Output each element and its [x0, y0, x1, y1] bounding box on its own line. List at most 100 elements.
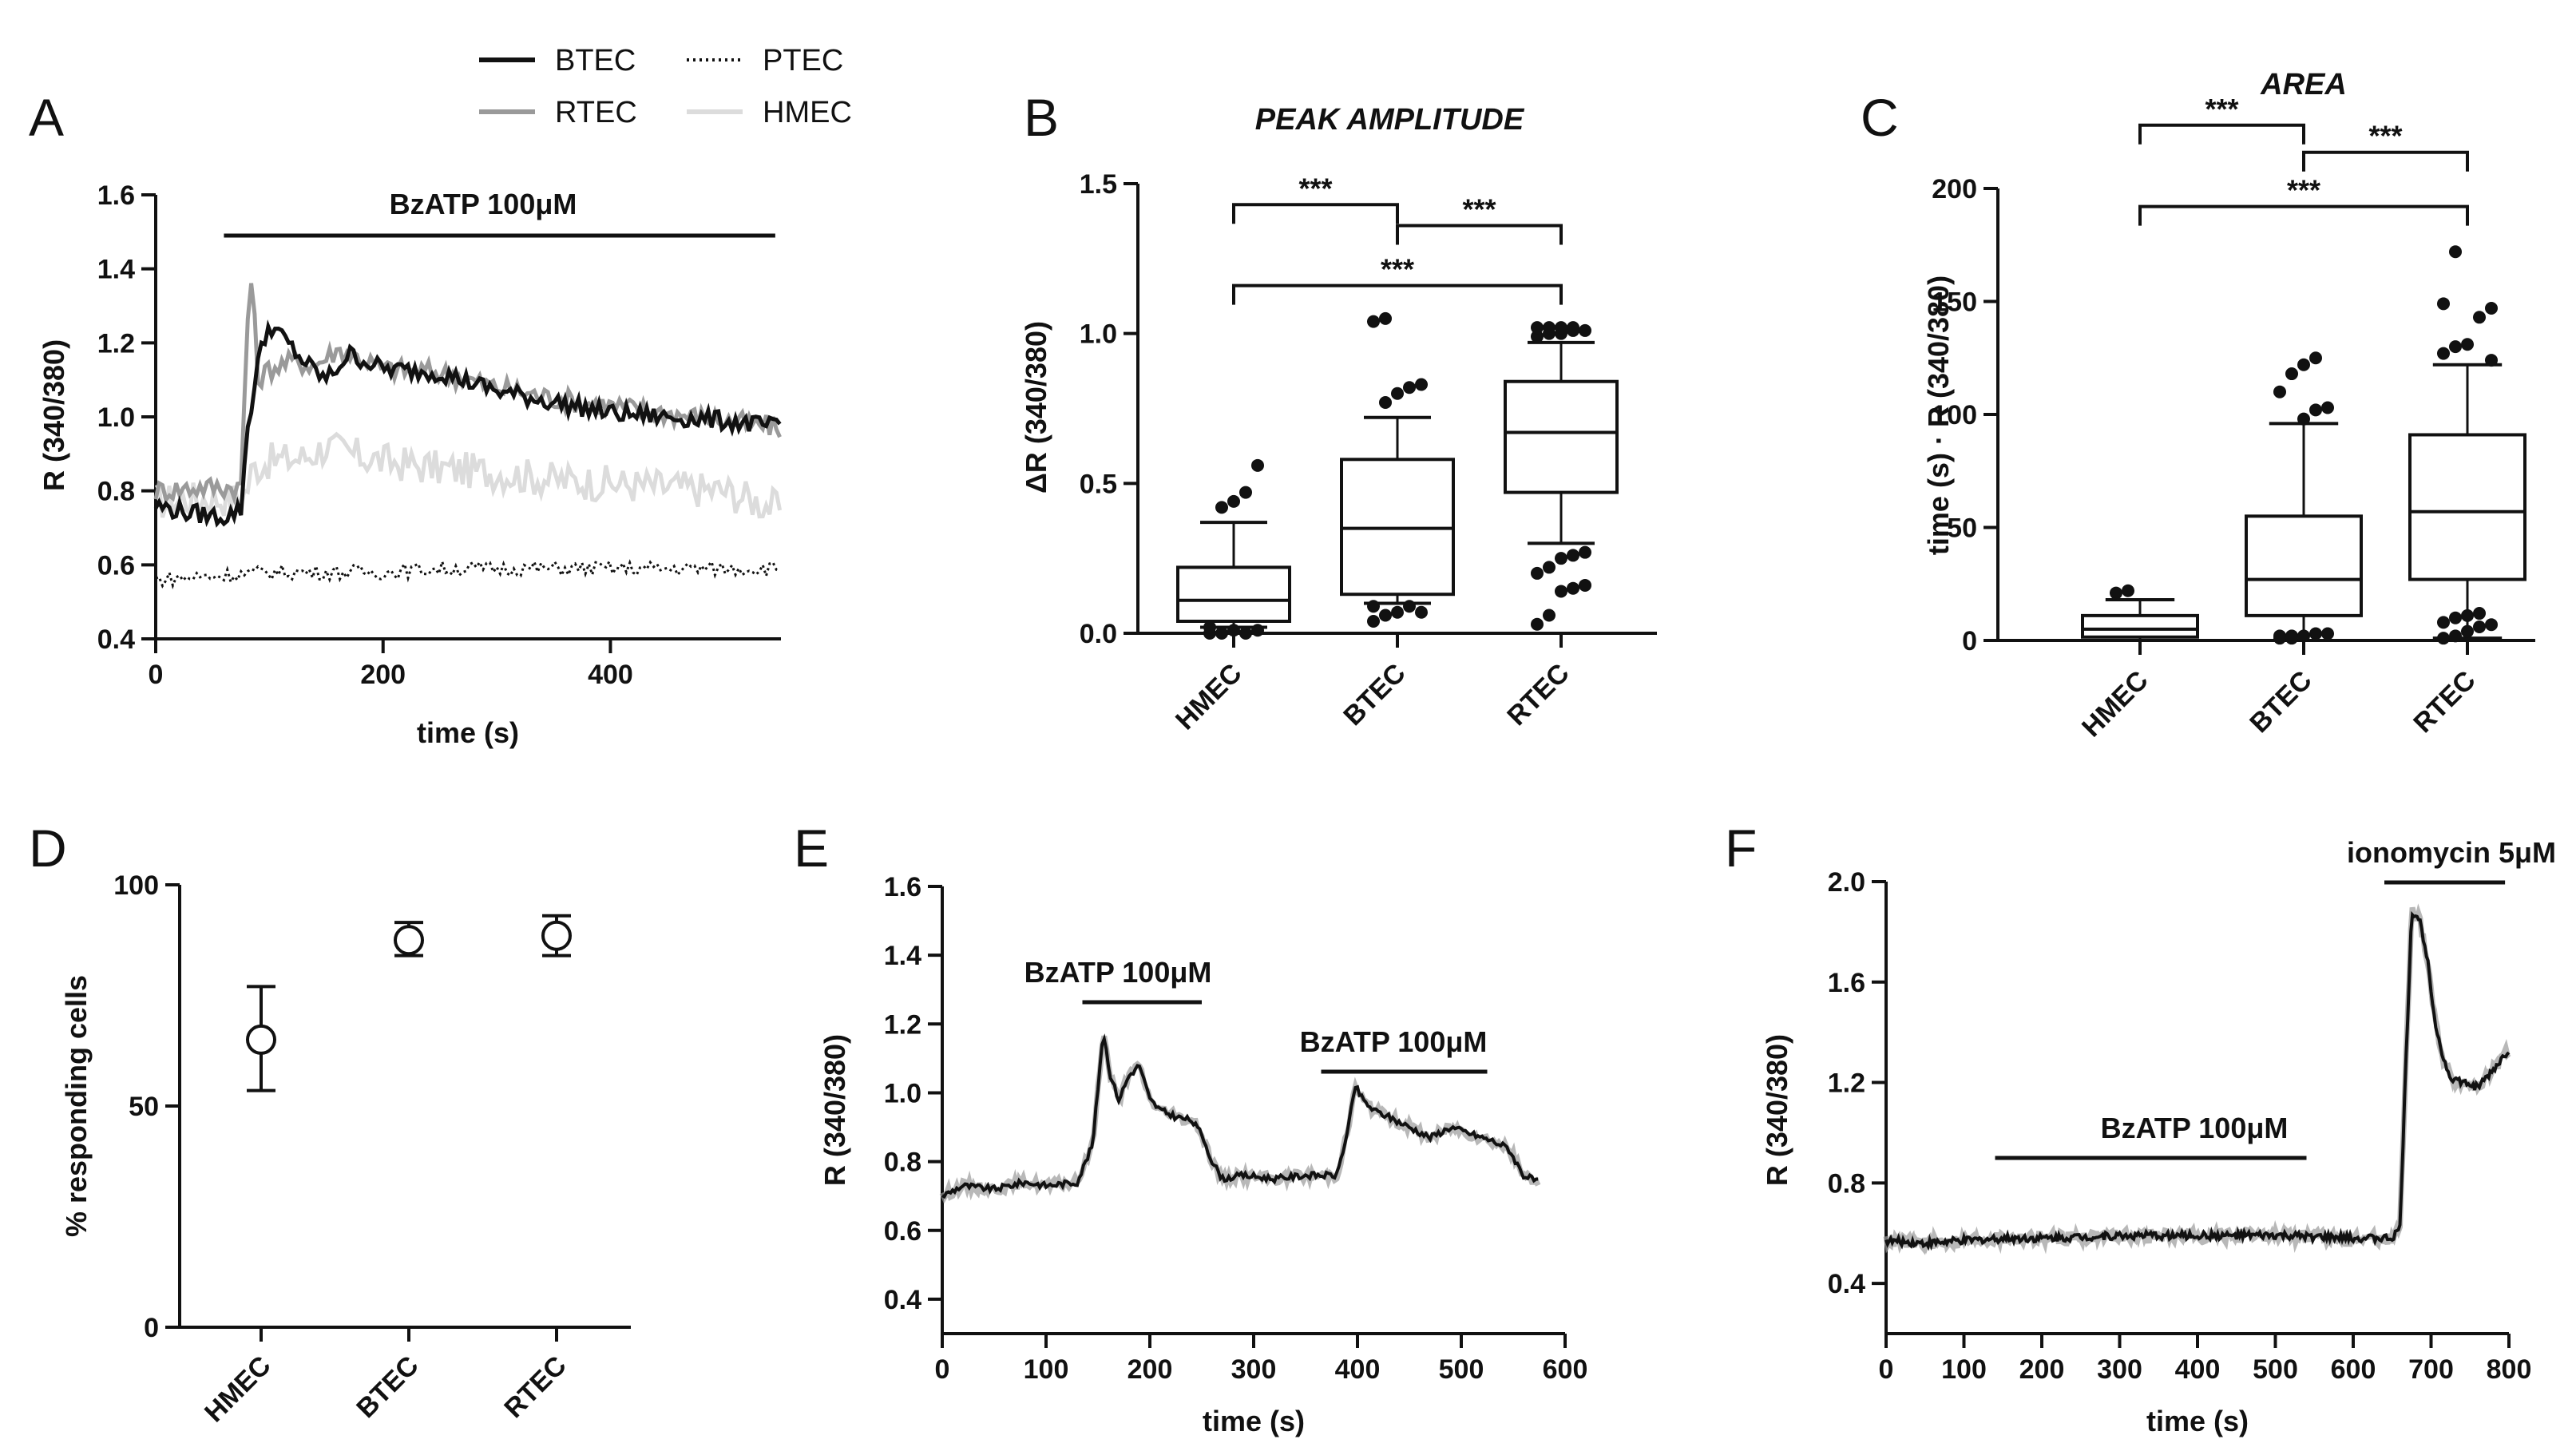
outlier-point [2297, 629, 2310, 643]
legend-label-hmec: HMEC [763, 96, 852, 129]
trace-line [941, 1033, 1539, 1199]
y-tick-label: 100 [1932, 400, 1977, 430]
stimulus-label: BzATP 100μM [1024, 956, 1212, 989]
point-btec [394, 921, 424, 957]
panel-title: PEAK AMPLITUDE [1255, 103, 1525, 137]
panel-b: B 0.0 0.5 1.0 1.5 ΔR (340/380) PEAK AMPLITUDE H… [1020, 88, 1657, 735]
x-tick-label: 300 [1231, 1354, 1277, 1385]
outlier-point [2461, 338, 2474, 351]
outlier-point [2321, 401, 2334, 414]
outlier-point [2449, 340, 2462, 354]
x-tick-label: 400 [1335, 1354, 1381, 1385]
y-tick-label: 200 [1932, 174, 1977, 204]
outlier-point [1215, 627, 1228, 640]
significance-stars: *** [1462, 193, 1496, 226]
y-tick-label: 0.4 [1828, 1269, 1865, 1299]
outlier-point [2461, 609, 2474, 622]
mean-marker [394, 925, 424, 956]
outlier-point [1567, 549, 1579, 562]
x-tick-label: 800 [2487, 1354, 2532, 1385]
x-tick-label: 500 [1439, 1354, 1484, 1385]
significance-bracket [1232, 283, 1563, 305]
y-tick-label: 1.4 [97, 255, 135, 285]
outlier-point [1239, 486, 1252, 499]
outlier-point [1579, 323, 1591, 337]
stimulus-label: ionomycin 5μM [2347, 836, 2556, 869]
significance-stars: *** [2205, 93, 2238, 125]
y-tick-label: 0 [1962, 626, 1977, 656]
significance-bracket [1396, 224, 1563, 245]
outlier-point [1567, 581, 1579, 595]
box-body [2245, 514, 2363, 617]
outlier-point [1227, 494, 1240, 508]
outlier-point [2297, 412, 2310, 426]
box-rtec [2408, 245, 2526, 645]
significance-stars: *** [1298, 172, 1332, 204]
x-axis-label: time (s) [417, 716, 519, 749]
x-tick-label: 400 [588, 660, 633, 690]
outlier-point [1251, 458, 1264, 472]
x-tick-label: 100 [1024, 1354, 1069, 1385]
outlier-point [1379, 311, 1392, 325]
legend: BTEC PTEC RTEC HMEC [479, 44, 852, 129]
series-hmec [155, 431, 783, 520]
outlier-point [1415, 605, 1428, 619]
y-tick-label: 1.2 [97, 328, 135, 359]
outlier-point [2473, 607, 2486, 620]
outlier-point [2122, 584, 2134, 597]
y-tick-label: 0 [144, 1313, 159, 1343]
panel-e: E 0.4 0.6 0.8 1.0 1.2 1.4 1.6 0 100 200 300 400 500 60… [794, 819, 1587, 1437]
y-tick-label: 150 [1932, 287, 1977, 318]
y-tick-label: 1.4 [884, 941, 921, 971]
outlier-point [1251, 624, 1264, 637]
outlier-point [2110, 586, 2122, 600]
outlier-point [2473, 620, 2486, 634]
outlier-point [2285, 367, 2298, 381]
outlier-point [1543, 321, 1556, 335]
x-category-label: HMEC [1170, 658, 1248, 736]
bzatp-label: BzATP 100μM [390, 188, 577, 220]
x-category-label: RTEC [498, 1350, 572, 1424]
y-tick-label: 0.4 [97, 624, 135, 655]
panel-letter-a: A [29, 88, 64, 147]
outlier-point [1215, 501, 1228, 514]
box-body [2081, 613, 2199, 639]
box-body [1504, 379, 1619, 494]
y-axis-label: ΔR (340/380) [1020, 321, 1052, 494]
y-axis-label: % responding cells [60, 975, 93, 1237]
x-tick-label: 0 [935, 1354, 950, 1385]
series-ptec [155, 557, 781, 590]
outlier-point [2437, 632, 2450, 645]
outlier-point [2273, 629, 2286, 643]
x-tick-label: 100 [1941, 1354, 1987, 1385]
y-axis-label: R (340/380) [38, 339, 70, 491]
significance-bracket [1232, 203, 1399, 224]
x-category-label: BTEC [1338, 658, 1411, 731]
outlier-point [2309, 351, 2322, 365]
significance-stars: *** [2368, 120, 2402, 153]
x-tick-label: 600 [2331, 1354, 2376, 1385]
outlier-point [2449, 629, 2462, 643]
y-tick-label: 0.6 [884, 1216, 921, 1247]
panel-c: C 0 50 100 150 200 time (s) · R (340/380) AREA H… [1861, 68, 2535, 743]
box-body [1176, 565, 1291, 623]
panel-letter-d: D [29, 819, 67, 878]
significance-stars: *** [1381, 253, 1414, 286]
y-axis-label: time (s) · R (340/380) [1922, 276, 1955, 555]
outlier-point [2485, 301, 2498, 315]
box-btec [2245, 351, 2363, 645]
legend-label-rtec: RTEC [555, 96, 637, 129]
y-tick-label: 0.0 [1080, 619, 1117, 649]
significance-stars: *** [2287, 174, 2320, 207]
x-tick-label: 200 [2019, 1354, 2065, 1385]
outlier-point [2321, 627, 2334, 640]
panel-a: A 0.4 0.6 0.8 1.0 1.2 1.4 1.6 0 200 400 R (340/380)… [29, 88, 783, 749]
outlier-point [1391, 605, 1404, 619]
y-axis-label: R (340/380) [1761, 1034, 1793, 1186]
y-tick-label: 1.6 [1828, 968, 1865, 998]
outlier-point [2309, 627, 2322, 640]
mean-marker [541, 920, 572, 951]
box-rtec [1504, 321, 1619, 631]
x-category-label: BTEC [2244, 665, 2317, 739]
